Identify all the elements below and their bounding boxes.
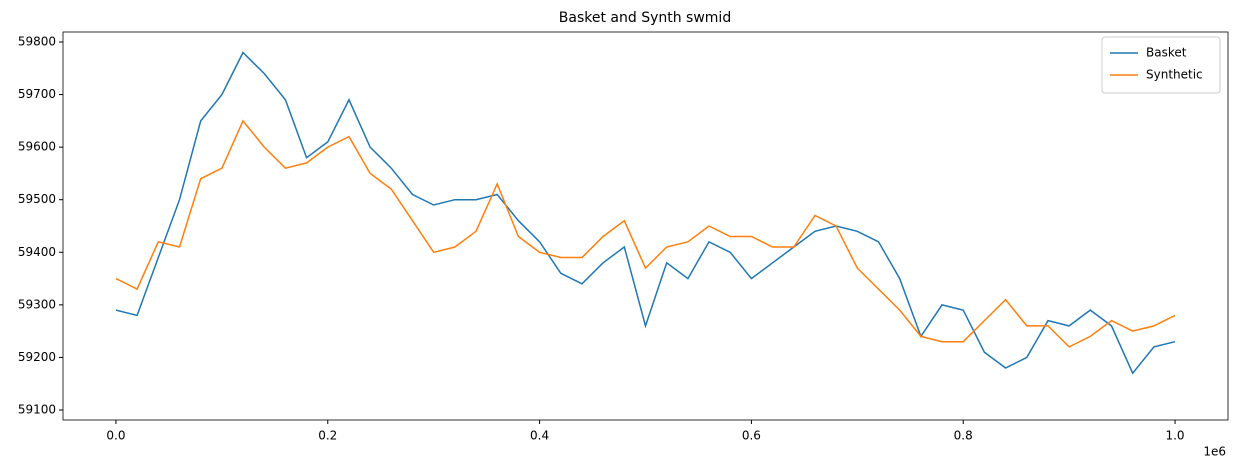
chart-title: Basket and Synth swmid (559, 10, 731, 26)
y-tick-label: 59500 (18, 192, 56, 206)
y-tick-label: 59100 (18, 403, 56, 417)
x-tick-label: 0.4 (530, 429, 549, 443)
x-tick-label: 0.0 (106, 429, 125, 443)
x-tick-label: 1.0 (1165, 429, 1184, 443)
x-offset-label: 1e6 (1203, 445, 1226, 459)
legend-box (1101, 36, 1221, 94)
plot-frame (62, 31, 1229, 421)
legend-label: Synthetic (1146, 68, 1203, 82)
series-line (115, 51, 1176, 375)
y-tick-label: 59200 (18, 350, 56, 364)
x-tick-label: 0.2 (318, 429, 337, 443)
y-tick-label: 59400 (18, 245, 56, 259)
legend-label: Basket (1146, 46, 1187, 60)
y-tick-label: 59800 (18, 34, 56, 48)
legend: Basket Synthetic (1101, 36, 1221, 94)
y-tick-label: 59700 (18, 87, 56, 101)
y-tick-label: 59600 (18, 140, 56, 154)
series-line (115, 119, 1176, 348)
x-tick-label: 0.6 (742, 429, 761, 443)
y-tick-label: 59300 (18, 297, 56, 311)
x-tick-label: 0.8 (954, 429, 973, 443)
